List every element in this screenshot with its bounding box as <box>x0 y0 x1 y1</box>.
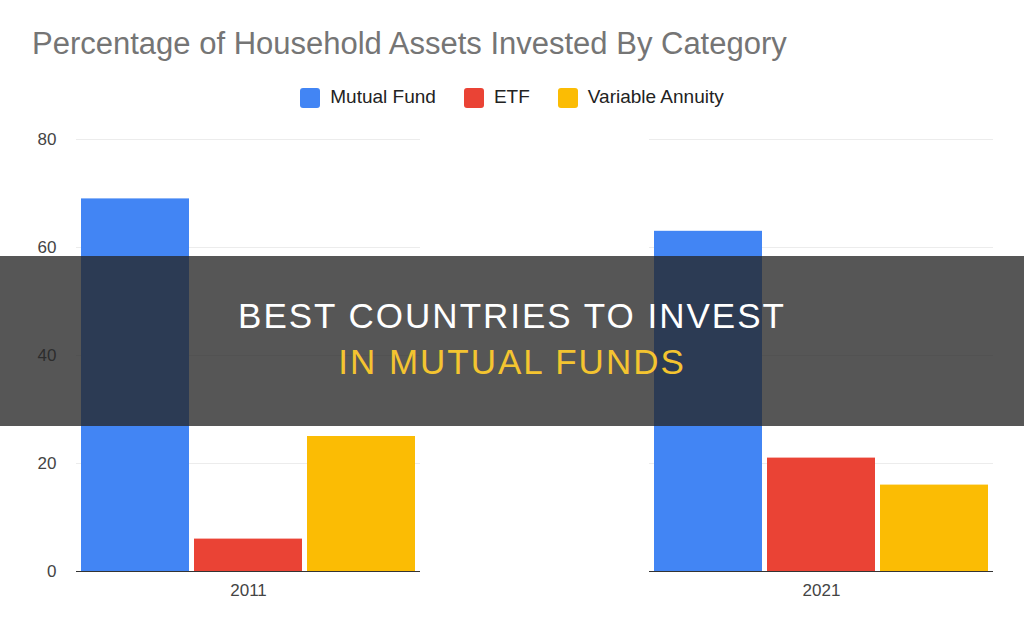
html-text:Percentage of Household Assets: Percentage of Household Assets Invested … <box>32 26 787 61</box>
svg-text:60: 60 <box>38 238 57 257</box>
svg-text:80: 80 <box>38 130 57 149</box>
svg-text:20: 20 <box>38 454 57 473</box>
html-text:BEST COUNTRIES TO INVEST: BEST COUNTRIES TO INVEST <box>238 296 786 335</box>
html-text:Mutual Fund: Mutual Fund <box>330 86 436 107</box>
html-text:Variable Annuity: Variable Annuity <box>587 86 724 107</box>
svg-text:2021: 2021 <box>803 581 841 600</box>
svg-text:2011: 2011 <box>230 581 267 600</box>
svg-text:0: 0 <box>47 562 56 581</box>
html-text:IN MUTUAL FUNDS: IN MUTUAL FUNDS <box>338 342 686 381</box>
html-text:ETF: ETF <box>493 86 530 107</box>
